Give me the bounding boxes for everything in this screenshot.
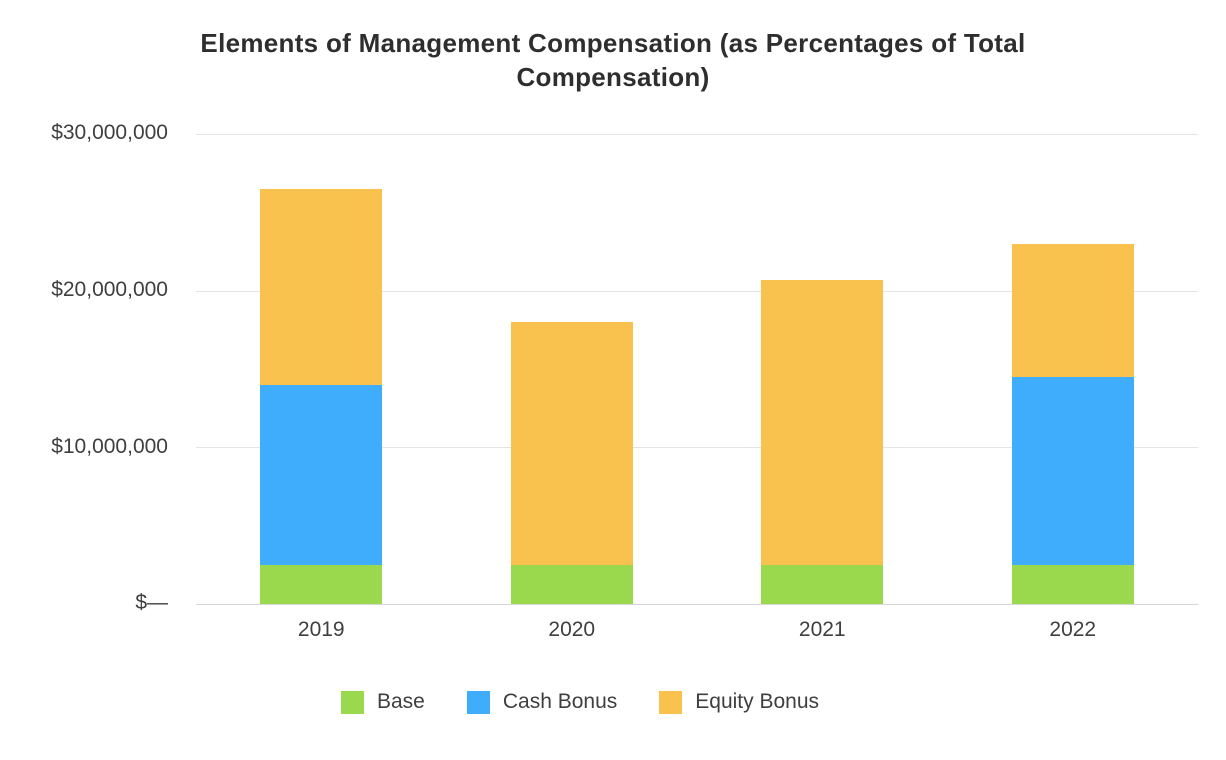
x-axis-tick-label: 2021 <box>798 618 846 641</box>
y-axis-tick-label: $10,000,000 <box>51 435 168 458</box>
bar-segment-equity-bonus-2022 <box>1011 243 1134 377</box>
chart-legend: Base Cash Bonus Equity Bonus <box>0 690 1160 714</box>
legend-label: Base <box>376 690 425 713</box>
bar-segment-base-2019 <box>260 564 383 604</box>
bar-segment-base-2021 <box>761 564 884 604</box>
stacked-bar-2021 <box>761 134 884 604</box>
bar-slot-2022 <box>948 134 1199 604</box>
stacked-bar-2019 <box>260 134 383 604</box>
legend-label: Equity Bonus <box>695 690 820 713</box>
y-axis-tick-label: $— <box>135 591 168 614</box>
bar-segment-equity-bonus-2019 <box>260 188 383 385</box>
bar-segment-equity-bonus-2021 <box>761 279 884 565</box>
bar-slot-2021 <box>697 134 948 604</box>
bar-slot-2019 <box>196 134 447 604</box>
x-axis-tick-label: 2020 <box>548 618 596 641</box>
bar-segment-cash-bonus-2019 <box>260 384 383 565</box>
legend-item-equity-bonus: Equity Bonus <box>659 690 819 714</box>
x-axis-tick-label: 2019 <box>297 618 345 641</box>
legend-swatch-cash-bonus <box>466 690 490 714</box>
bar-slot-2020 <box>447 134 698 604</box>
bar-segment-equity-bonus-2020 <box>510 322 633 565</box>
legend-item-base: Base <box>340 690 425 714</box>
legend-swatch-base <box>340 690 364 714</box>
stacked-bar-2020 <box>510 134 633 604</box>
x-axis-tick-label: 2022 <box>1049 618 1097 641</box>
stacked-bar-2022 <box>1011 134 1134 604</box>
plot-area <box>196 134 1198 605</box>
bar-segment-base-2022 <box>1011 564 1134 604</box>
y-axis-tick-label: $30,000,000 <box>51 121 168 144</box>
y-axis-tick-label: $20,000,000 <box>51 278 168 301</box>
x-axis-labels: 2019 2020 2021 2022 <box>196 618 1198 642</box>
legend-item-cash-bonus: Cash Bonus <box>466 690 618 714</box>
bars-layer <box>196 134 1198 604</box>
bar-segment-base-2020 <box>510 564 633 604</box>
legend-label: Cash Bonus <box>502 690 618 713</box>
legend-swatch-equity-bonus <box>659 690 683 714</box>
bar-segment-cash-bonus-2022 <box>1011 376 1134 565</box>
x-axis-line <box>196 604 1198 605</box>
gridline-20m <box>196 290 1198 292</box>
chart-title: Elements of Management Compensation (as … <box>200 28 1026 92</box>
gridline-30m <box>196 134 1198 135</box>
gridline-10m <box>196 447 1198 449</box>
